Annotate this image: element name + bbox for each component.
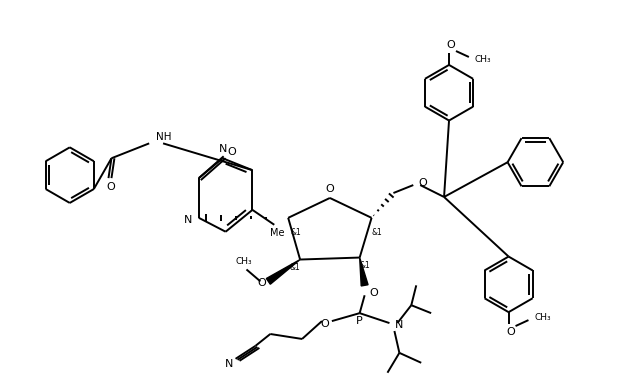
Text: &1: &1: [359, 261, 370, 270]
Text: N: N: [394, 320, 403, 330]
Text: O: O: [106, 182, 115, 192]
Text: O: O: [418, 178, 427, 188]
Text: O: O: [227, 147, 236, 157]
Text: O: O: [257, 279, 266, 288]
Text: CH₃: CH₃: [235, 257, 252, 266]
Text: &1: &1: [290, 263, 300, 272]
Text: O: O: [369, 288, 378, 298]
Text: Me: Me: [270, 228, 285, 238]
Text: O: O: [325, 184, 334, 194]
Text: N: N: [218, 144, 227, 154]
Text: CH₃: CH₃: [475, 56, 492, 65]
Polygon shape: [360, 258, 368, 286]
Text: CH₃: CH₃: [534, 313, 551, 322]
Text: &1: &1: [371, 228, 382, 237]
Text: O: O: [506, 327, 515, 337]
Text: N: N: [224, 359, 233, 369]
Text: O: O: [320, 319, 329, 329]
Text: NH: NH: [156, 132, 172, 142]
Text: N: N: [184, 215, 192, 225]
Polygon shape: [266, 259, 300, 284]
Text: P: P: [356, 316, 363, 326]
Text: O: O: [446, 40, 455, 50]
Text: &1: &1: [291, 228, 302, 237]
